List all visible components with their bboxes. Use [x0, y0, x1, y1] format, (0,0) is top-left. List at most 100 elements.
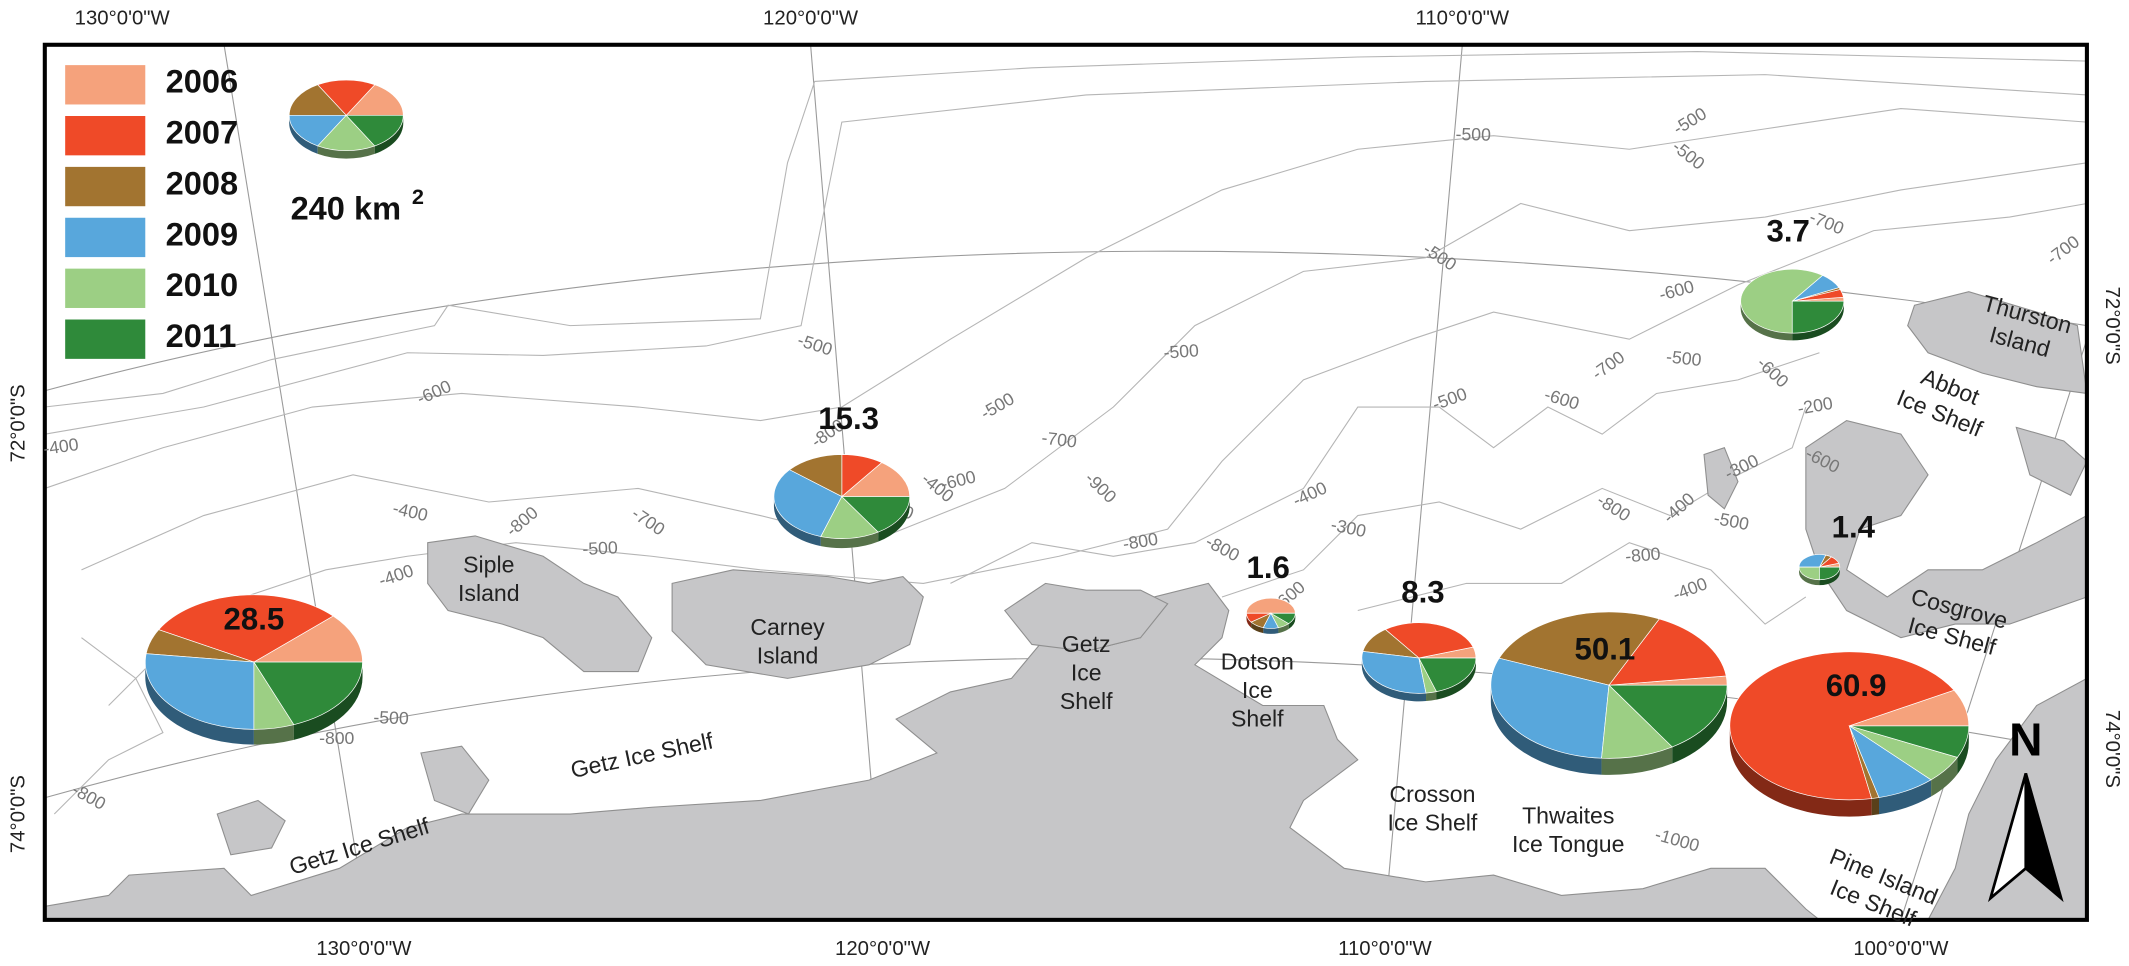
- pie-slice: [820, 496, 879, 539]
- legend-swatch: [65, 268, 146, 308]
- island: [1703, 447, 1739, 510]
- pie-slice-side: [1879, 779, 1932, 815]
- island: [1003, 582, 1169, 652]
- island: [1907, 291, 2088, 395]
- pie-slice-side: [1871, 797, 1880, 816]
- island: [1805, 420, 2088, 639]
- map-frame: [42, 42, 2089, 922]
- place-label-line: Dotson: [1221, 649, 1294, 675]
- pie-slice: [253, 661, 363, 726]
- pie-slice: [1246, 597, 1296, 614]
- legend-label: 2009: [166, 216, 238, 252]
- legend-swatch: [65, 65, 146, 105]
- north-arrow: N: [1987, 714, 2064, 903]
- contour-label: -500: [1455, 124, 1491, 145]
- pie: 1.6: [1246, 550, 1296, 634]
- pie-slice: [345, 114, 404, 147]
- pie-slice: [1361, 651, 1427, 694]
- pie: 3.7: [1740, 214, 1845, 341]
- coordinate-label: 120°0'0"W: [763, 7, 859, 29]
- contour-label: -500: [1163, 340, 1200, 362]
- place-label-line: Carney: [750, 614, 825, 640]
- place-label-line: Shelf: [1231, 706, 1284, 732]
- pie-slice-side: [1246, 613, 1252, 628]
- pie-slice: [345, 84, 404, 116]
- island: [671, 569, 924, 679]
- pie-slice-side: [1819, 567, 1840, 586]
- pie-slice-side: [820, 532, 879, 549]
- contour: [44, 74, 2087, 435]
- pie-slice-side: [374, 115, 404, 154]
- legend-swatch: [65, 217, 146, 258]
- contour: [108, 202, 2088, 706]
- place-label-line: Crosson: [1389, 781, 1475, 807]
- land: [44, 291, 2088, 921]
- contour: [44, 107, 2087, 489]
- pie: 50.1: [1490, 611, 1728, 775]
- contour-label: -400: [42, 434, 80, 459]
- pie: 60.9: [1729, 651, 1970, 817]
- coordinate-label: 72°0'0"S: [7, 384, 29, 462]
- coordinate-label: 72°0'0"S: [2101, 287, 2123, 365]
- contour-label: -700: [1040, 428, 1078, 452]
- island: [2015, 426, 2088, 496]
- place-label-line: Ice: [1242, 677, 1273, 703]
- pie-slice-side: [289, 115, 318, 154]
- pie-slice-side: [253, 724, 294, 745]
- north-arrow-right: [2024, 772, 2064, 903]
- legend-swatch: [65, 166, 146, 207]
- meridian: [223, 44, 368, 920]
- pie-slice-side: [1799, 567, 1820, 586]
- pie-slice-side: [1601, 746, 1673, 775]
- legend-scale-label: 240 km 2: [291, 184, 424, 226]
- pie-slice: [1601, 684, 1673, 759]
- legend-scale-text: 240 km: [291, 190, 401, 226]
- coordinate-label: 74°0'0"S: [7, 775, 29, 853]
- place-label-line: Island: [757, 642, 819, 668]
- contour-label: -800: [319, 728, 354, 748]
- pie-slice: [1729, 651, 1955, 801]
- legend-label: 2007: [166, 115, 238, 151]
- pie-slice-side: [145, 662, 254, 745]
- pie-slice: [1791, 300, 1845, 334]
- pie-slice: [840, 462, 911, 497]
- coordinate-label: 130°0'0"W: [75, 7, 171, 29]
- place-label-line: Siple: [463, 552, 514, 578]
- north-label: N: [2009, 714, 2042, 766]
- place-label-line: Thwaites: [1522, 803, 1614, 829]
- pie-slice-side: [1278, 623, 1289, 634]
- legend-pie: [288, 79, 404, 159]
- pie-slice: [252, 615, 363, 663]
- legend-pie-slices: [288, 79, 404, 159]
- legend-swatch: [65, 319, 146, 359]
- pie: 15.3: [773, 401, 911, 549]
- pie-slice-side: [1251, 622, 1264, 634]
- contour-label: -800: [1624, 543, 1661, 566]
- pie: 1.4: [1798, 509, 1876, 586]
- place-label-line: Ice Tongue: [1512, 831, 1624, 857]
- bathymetry-contours: [44, 51, 2088, 815]
- pie-slice: [840, 496, 911, 533]
- pie-slice-side: [1957, 725, 1969, 775]
- meridian: [1384, 44, 1463, 920]
- pie-slice-side: [1729, 725, 1872, 817]
- legend-label: 2006: [166, 64, 238, 100]
- pie-slice: [288, 84, 348, 116]
- place-label-line: Getz: [1062, 631, 1111, 657]
- pie-slice: [788, 454, 843, 498]
- pie-slice: [317, 114, 376, 151]
- pie-slice: [288, 114, 348, 147]
- pie-slice: [158, 594, 334, 663]
- coordinate-label: 74°0'0"S: [2101, 710, 2123, 788]
- pie-total: 60.9: [1826, 668, 1887, 703]
- contour-label: -500: [582, 537, 618, 559]
- pie-slice: [1608, 618, 1727, 686]
- legend-label: 2011: [166, 318, 237, 354]
- pie-slice: [1498, 611, 1660, 686]
- pie-slice: [1819, 566, 1841, 581]
- pie-slice: [1608, 684, 1728, 748]
